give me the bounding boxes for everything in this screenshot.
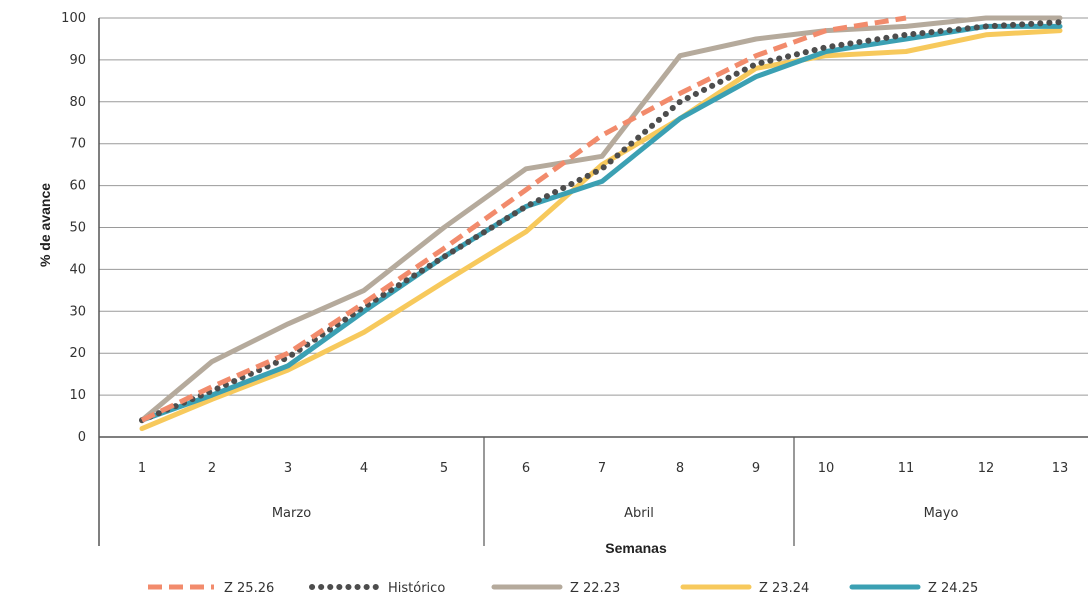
x-axis-title: Semanas — [605, 540, 667, 556]
x-tick-label: 13 — [1052, 461, 1069, 476]
legend-label: Z 23.24 — [759, 581, 809, 596]
x-tick-label: 11 — [898, 461, 915, 476]
legend-label: Histórico — [388, 581, 445, 596]
y-tick-label: 90 — [69, 53, 86, 68]
y-tick-label: 50 — [69, 221, 86, 236]
y-tick-label: 70 — [69, 137, 86, 152]
y-tick-label: 0 — [78, 430, 86, 445]
x-tick-label: 9 — [752, 461, 760, 476]
y-axis-title: % de avance — [37, 183, 53, 267]
gridlines — [99, 17, 1088, 396]
series-line-z-22-23 — [139, 15, 1063, 423]
y-tick-label: 30 — [69, 304, 86, 319]
legend-label: Z 25.26 — [224, 581, 274, 596]
y-tick-label: 60 — [69, 179, 86, 194]
x-group-label: Marzo — [272, 506, 311, 521]
x-tick-label: 7 — [598, 461, 606, 476]
y-tick-label: 40 — [69, 262, 86, 277]
x-tick-label: 2 — [208, 461, 216, 476]
x-tick-label: 12 — [978, 461, 995, 476]
legend: Z 25.26 Histórico Z 22.23 Z 23.24 Z 24.25 — [148, 581, 978, 596]
y-tick-labels: 0 10 20 30 40 50 60 70 80 90 100 — [61, 11, 86, 445]
axes — [98, 18, 1088, 546]
series-line-z-25-26 — [140, 15, 907, 423]
x-tick-label: 6 — [522, 461, 530, 476]
x-tick-label: 8 — [676, 461, 684, 476]
x-tick-label: 10 — [818, 461, 835, 476]
y-tick-label: 20 — [69, 346, 86, 361]
y-tick-label: 10 — [69, 388, 86, 403]
series-line-z-24-25 — [139, 23, 1063, 423]
x-group-label: Abril — [624, 506, 654, 521]
y-tick-label: 80 — [69, 95, 86, 110]
y-tick-label: 100 — [61, 11, 86, 26]
x-tick-label: 3 — [284, 461, 292, 476]
x-tick-label: 5 — [440, 461, 448, 476]
x-tick-label: 1 — [138, 461, 146, 476]
series-line-hist-rico — [139, 19, 1063, 424]
legend-label: Z 22.23 — [570, 581, 620, 596]
series-line-z-23-24 — [139, 28, 1063, 432]
series-lines — [139, 15, 1063, 432]
x-tick-label: 4 — [360, 461, 368, 476]
x-group-label: Mayo — [924, 506, 959, 521]
legend-label: Z 24.25 — [928, 581, 978, 596]
